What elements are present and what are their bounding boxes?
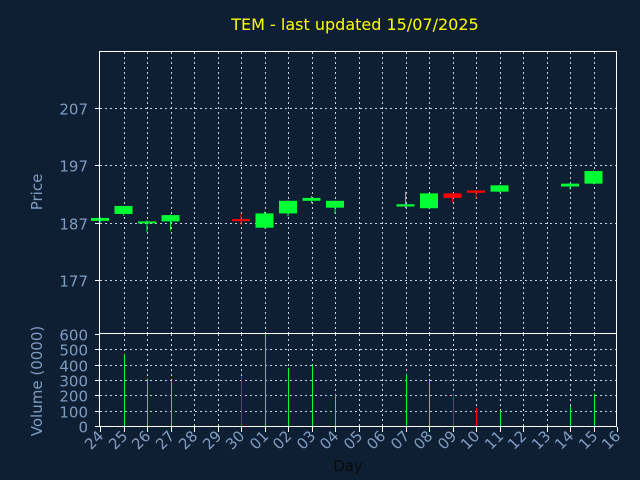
candle — [161, 214, 180, 231]
price-tick-label: 177 — [59, 273, 88, 291]
candle — [255, 211, 274, 229]
price-y-ticks: 177 187 197 207 — [59, 101, 100, 291]
candle-body — [443, 193, 462, 198]
x-tick-label: 28 — [175, 427, 201, 453]
volume-plot-frame — [99, 333, 617, 427]
candle — [302, 196, 321, 204]
x-axis-label: Day — [333, 457, 363, 475]
candle-body — [161, 215, 180, 222]
volume-tick-label: 600 — [59, 327, 88, 345]
x-tick-label: 26 — [128, 427, 154, 453]
candle — [232, 213, 250, 225]
candle — [584, 170, 603, 185]
candle — [467, 189, 485, 199]
volume-tick-label: 500 — [59, 342, 88, 360]
candle-body — [584, 171, 603, 184]
volume-axis-label: Volume (0000) — [28, 326, 46, 436]
candle — [561, 183, 579, 190]
price-tick-label: 187 — [59, 216, 88, 234]
x-tick-label: 08 — [410, 427, 436, 453]
x-tick-label: 14 — [551, 427, 577, 453]
volume-tick-label: 100 — [59, 404, 88, 422]
x-ticks: 2425262728293001020304050607080910111213… — [81, 427, 624, 453]
candle — [326, 200, 344, 214]
candle-body — [490, 185, 509, 192]
candle-body — [326, 200, 344, 208]
price-grid — [100, 52, 616, 333]
candle — [279, 200, 297, 217]
candle-body — [114, 205, 133, 214]
volume-tick-label: 0 — [78, 419, 88, 437]
candle — [114, 205, 133, 216]
candle — [396, 191, 415, 209]
price-plot-frame — [99, 51, 617, 334]
candle — [443, 193, 462, 203]
candle-body — [255, 213, 274, 228]
x-tick-label: 12 — [504, 427, 530, 453]
x-tick-label: 16 — [598, 427, 624, 453]
price-panel: 177 187 197 207 Price — [28, 51, 617, 334]
candle-body — [279, 200, 297, 214]
volume-tick-label: 400 — [59, 358, 88, 376]
x-tick-label: 06 — [363, 427, 389, 453]
volume-grid — [100, 334, 616, 426]
candle-body — [420, 193, 438, 209]
candle-body — [561, 183, 579, 187]
x-tick-label: 30 — [222, 427, 248, 453]
candle — [490, 184, 509, 193]
candle — [138, 220, 156, 232]
candle-body — [396, 204, 415, 207]
price-tick-label: 197 — [59, 158, 88, 176]
price-candles — [91, 170, 603, 232]
candle-body — [138, 221, 156, 224]
volume-tick-label: 300 — [59, 373, 88, 391]
volume-bars — [124, 334, 595, 426]
candle-body — [467, 190, 485, 193]
x-tick-label: 10 — [457, 427, 483, 453]
x-tick-label: 02 — [269, 427, 295, 453]
candle — [420, 192, 438, 209]
volume-tick-label: 200 — [59, 388, 88, 406]
candle-body — [232, 219, 250, 222]
chart-title: TEM - last updated 15/07/2025 — [230, 15, 478, 34]
x-tick-label: 04 — [316, 427, 342, 453]
price-tick-label: 207 — [59, 101, 88, 119]
price-axis-label: Price — [28, 174, 46, 211]
candle-body — [302, 197, 321, 201]
